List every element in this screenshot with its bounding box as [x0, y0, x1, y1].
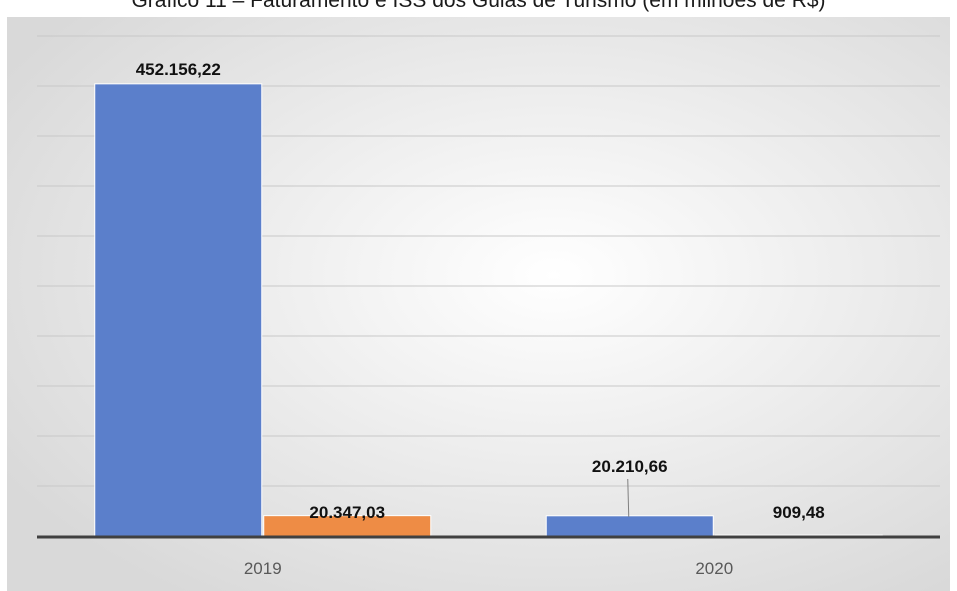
- data-labels: 452.156,22 20.347,03 20.210,66 909,48: [136, 60, 825, 522]
- bars: [94, 83, 883, 537]
- data-label: 20.347,03: [309, 503, 385, 522]
- chart-title: Gráfico 11 – Faturamento e ISS dos Guias…: [131, 0, 826, 12]
- x-tick-label: 2019: [244, 559, 282, 578]
- x-tick-label: 2020: [695, 559, 733, 578]
- leader-line: [627, 478, 630, 517]
- data-label: 452.156,22: [136, 60, 221, 79]
- bar-2019-0: [94, 83, 263, 537]
- data-label: 20.210,66: [592, 457, 668, 476]
- bar-2020-0: [545, 515, 714, 537]
- data-label: 909,48: [773, 503, 825, 522]
- x-axis: 2019 2020: [37, 535, 940, 578]
